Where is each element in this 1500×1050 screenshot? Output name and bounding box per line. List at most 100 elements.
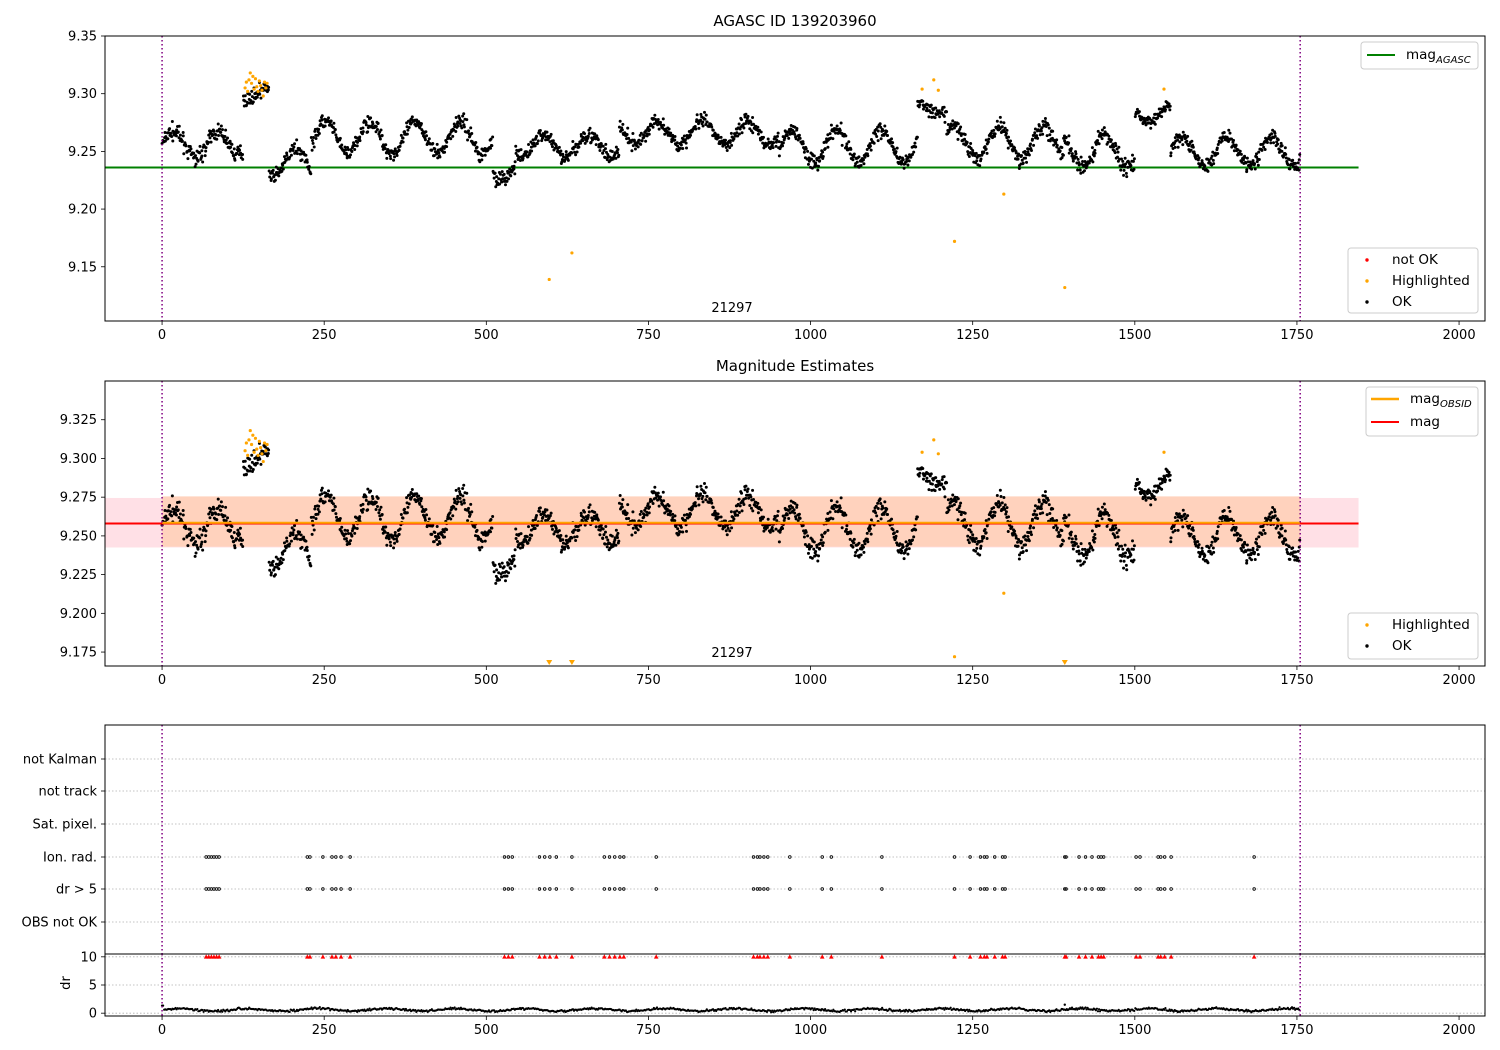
- ok-point: [1131, 159, 1135, 163]
- ok-point: [615, 151, 619, 155]
- ok-point: [1294, 550, 1298, 554]
- ok-point: [1270, 510, 1274, 514]
- ok-point: [456, 500, 460, 504]
- ok-point: [437, 151, 441, 155]
- ok-point: [196, 159, 200, 163]
- ok-point: [586, 134, 590, 138]
- ok-point: [1074, 534, 1078, 538]
- ok-point: [1020, 540, 1024, 544]
- highlighted-point: [570, 251, 574, 255]
- ok-point: [1160, 481, 1164, 485]
- ok-point: [689, 133, 693, 137]
- ok-point: [445, 145, 449, 149]
- ok-point: [979, 544, 983, 548]
- ok-point: [1060, 146, 1064, 150]
- ok-point: [954, 498, 958, 502]
- ok-point: [533, 527, 537, 531]
- ok-point: [1078, 559, 1082, 563]
- ok-point: [1045, 134, 1049, 138]
- ok-point: [1143, 120, 1147, 124]
- ok-point: [1048, 133, 1052, 137]
- ok-point: [627, 136, 631, 140]
- ok-point: [334, 135, 338, 139]
- ok-point: [1211, 158, 1215, 162]
- ok-point: [410, 488, 414, 492]
- highlighted-point: [936, 452, 940, 456]
- ok-point: [648, 128, 652, 132]
- ok-point: [361, 126, 365, 130]
- ok-point: [815, 158, 819, 162]
- ok-point: [1092, 540, 1096, 544]
- p1-ytick-label: 9.25: [68, 145, 97, 160]
- ok-point: [193, 554, 197, 558]
- ok-point: [915, 515, 919, 519]
- p1-ytick-label: 9.15: [68, 260, 97, 275]
- ok-point: [615, 536, 619, 540]
- ok-point: [188, 145, 192, 149]
- ok-point: [756, 511, 760, 515]
- ok-point: [1032, 512, 1036, 516]
- ok-point: [312, 145, 316, 149]
- ok-point: [1017, 537, 1021, 541]
- ok-point: [1156, 116, 1160, 120]
- ok-point: [369, 489, 373, 493]
- ok-point: [787, 136, 791, 140]
- ok-point: [746, 114, 750, 118]
- ok-point: [673, 135, 677, 139]
- flag-point: [1162, 855, 1167, 859]
- ok-point: [1051, 507, 1055, 511]
- ok-point: [891, 145, 895, 149]
- ok-point: [945, 110, 949, 114]
- ok-point: [1160, 115, 1164, 119]
- ok-point: [577, 528, 581, 532]
- ok-point: [445, 140, 449, 144]
- ok-point: [1207, 546, 1211, 550]
- ok-point: [1192, 534, 1196, 538]
- ok-point: [728, 529, 732, 533]
- ok-point: [338, 136, 342, 140]
- flag-point: [334, 887, 338, 891]
- ok-point: [574, 153, 578, 157]
- ok-point: [704, 498, 708, 502]
- ok-point: [371, 497, 375, 501]
- ok-point: [1245, 561, 1249, 565]
- ok-point: [344, 537, 348, 541]
- ok-point: [366, 115, 370, 119]
- ok-point: [950, 504, 954, 508]
- ok-point: [844, 145, 848, 149]
- ok-point: [230, 142, 234, 146]
- ok-point: [667, 127, 671, 131]
- ok-point: [366, 487, 370, 491]
- ok-point: [232, 147, 236, 151]
- ok-point: [292, 145, 296, 149]
- ok-point: [636, 145, 640, 149]
- ok-point: [1032, 526, 1036, 530]
- ok-point: [1046, 498, 1050, 502]
- ok-point: [909, 542, 913, 546]
- ok-point: [186, 157, 190, 161]
- ok-point: [738, 127, 742, 131]
- ok-point: [1113, 151, 1117, 155]
- ok-point: [768, 530, 772, 534]
- ok-point: [358, 139, 362, 143]
- ok-point: [1180, 518, 1184, 522]
- ok-point: [966, 538, 970, 542]
- ok-point: [848, 537, 852, 541]
- highlighted-point: [256, 89, 260, 93]
- ok-point: [587, 510, 591, 514]
- flag-point: [952, 855, 957, 859]
- highlighted-point: [255, 447, 259, 451]
- highlighted-point: [249, 442, 254, 447]
- ok-point: [344, 532, 348, 536]
- ok-point: [863, 155, 867, 159]
- ok-point: [865, 531, 869, 535]
- ok-point: [956, 518, 960, 522]
- ok-point: [504, 569, 508, 573]
- ok-point: [1132, 167, 1136, 171]
- ok-point: [355, 526, 359, 530]
- ok-point: [214, 512, 218, 516]
- ok-point: [695, 485, 699, 489]
- ok-point: [1008, 523, 1012, 527]
- ok-point: [845, 524, 849, 528]
- ok-point: [936, 484, 940, 488]
